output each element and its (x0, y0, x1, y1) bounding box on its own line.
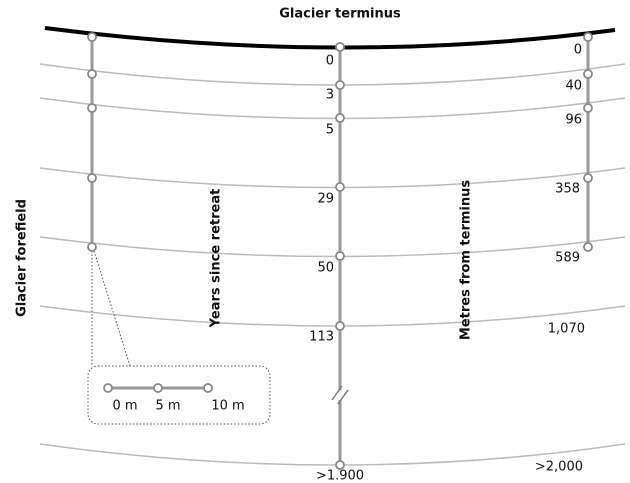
years-label: 3 (326, 88, 334, 103)
contour (39, 236, 626, 258)
metres-label: >2,000 (535, 460, 583, 475)
node (103, 383, 113, 393)
metres-label: 1,070 (548, 322, 585, 337)
terminus-line (44, 26, 616, 50)
node (87, 173, 97, 183)
years-label: 113 (309, 330, 334, 345)
nodes (87, 32, 593, 470)
break-mark (331, 385, 349, 405)
axis-label: Years since retreat (209, 189, 224, 329)
node (87, 32, 97, 42)
node (335, 113, 345, 123)
node (203, 383, 213, 393)
scale-label: 0 m (112, 399, 137, 414)
node (87, 242, 97, 252)
title: Glacier terminus (279, 7, 401, 22)
callout-line (93, 250, 131, 367)
metres-label: 96 (565, 113, 582, 128)
years-label: 0 (326, 54, 334, 69)
years-label: 29 (317, 192, 334, 207)
node (335, 251, 345, 261)
scale-callout (87, 250, 271, 425)
years-label: 5 (326, 123, 334, 138)
node (335, 182, 345, 192)
node (153, 383, 163, 393)
years-label: >1.900 (316, 469, 364, 483)
metres-label: 0 (574, 43, 582, 58)
break (331, 385, 343, 401)
node (335, 42, 345, 52)
scale-label: 10 m (211, 399, 244, 414)
node (335, 321, 345, 331)
node (87, 103, 97, 113)
node (87, 69, 97, 79)
contour (39, 167, 626, 189)
scale-box (87, 365, 271, 425)
scale-label: 5 m (155, 399, 180, 414)
break (337, 389, 349, 405)
node (583, 69, 593, 79)
axis-label: Metres from terminus (459, 180, 474, 340)
node (335, 460, 345, 470)
node (583, 242, 593, 252)
side-label: Glacier forefield (15, 199, 30, 317)
metres-label: 589 (555, 251, 580, 266)
node (583, 32, 593, 42)
metres-label: 358 (555, 182, 580, 197)
metres-label: 40 (565, 79, 582, 94)
node (583, 103, 593, 113)
node (335, 80, 345, 90)
node (583, 173, 593, 183)
contour (39, 305, 626, 327)
years-label: 50 (317, 261, 334, 276)
